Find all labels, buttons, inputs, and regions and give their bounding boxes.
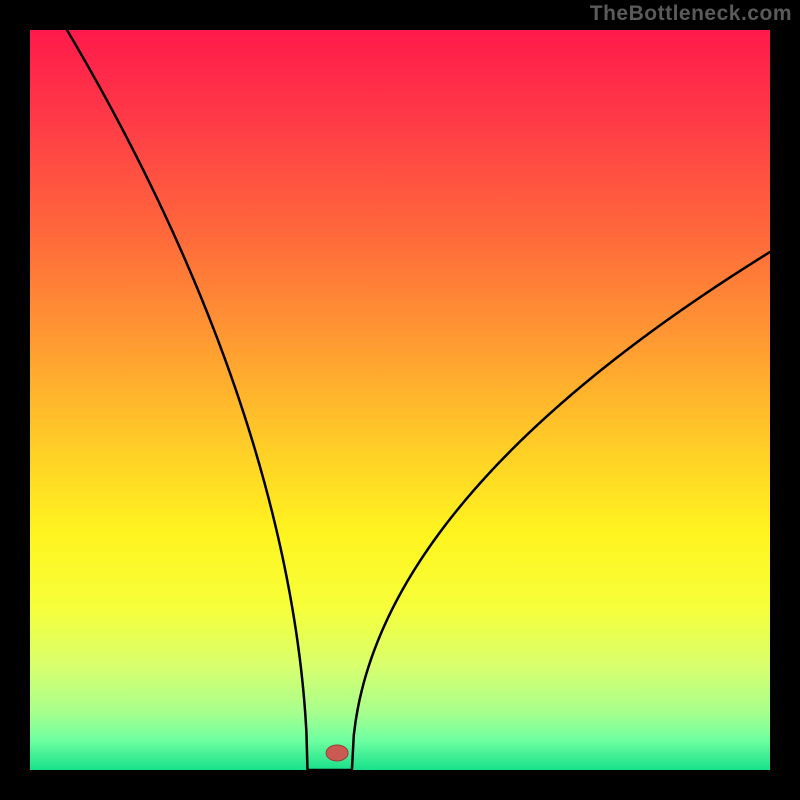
watermark-text: TheBottleneck.com	[590, 2, 792, 26]
plot-area	[30, 30, 770, 770]
frame-bottom	[0, 770, 800, 800]
frame-left	[0, 0, 30, 800]
frame-right	[770, 0, 800, 800]
chart-stage: TheBottleneck.com	[0, 0, 800, 800]
